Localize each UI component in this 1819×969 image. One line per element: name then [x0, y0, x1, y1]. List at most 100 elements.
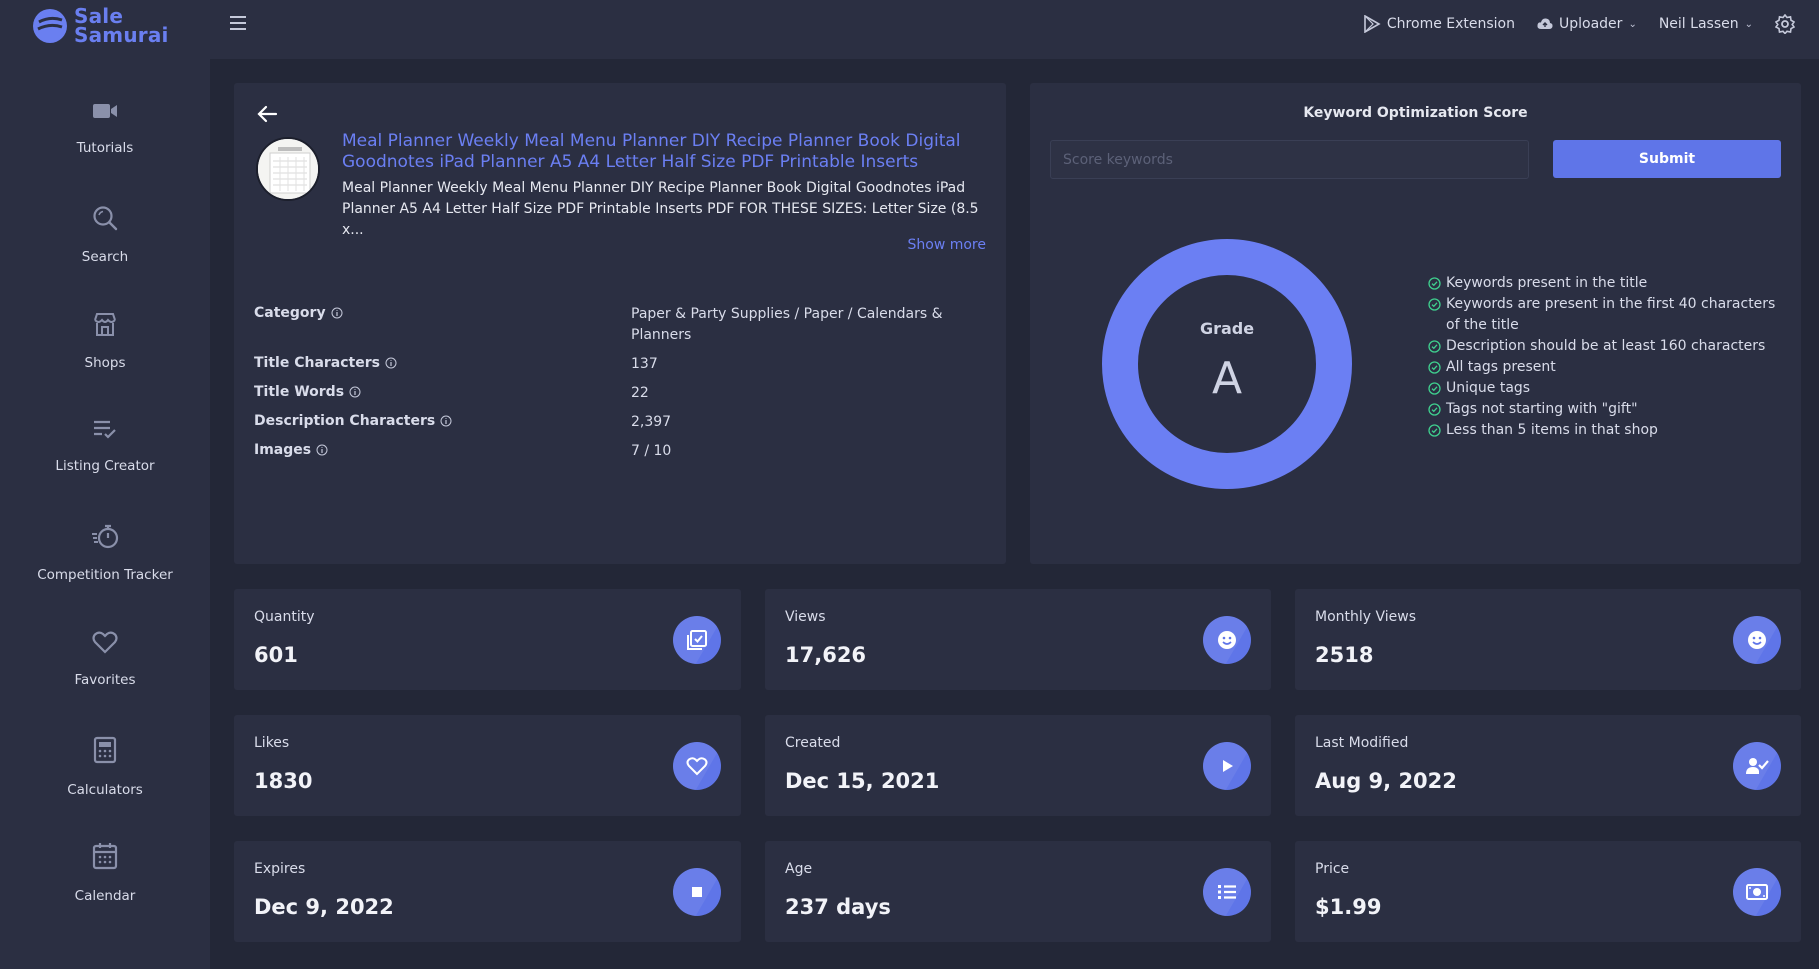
attr-value-title-characters: 137	[631, 356, 658, 372]
attr-value-category: Paper & Party Supplies / Paper / Calenda…	[631, 306, 943, 343]
sidebar-item-listing-creator[interactable]: Listing Creator	[0, 418, 210, 474]
list-check-icon	[94, 420, 116, 439]
sidebar-item-competition-tracker[interactable]: Competition Tracker	[0, 523, 210, 583]
checklist-text: Unique tags	[1446, 380, 1531, 396]
listing-thumbnail[interactable]	[256, 137, 320, 201]
stat-card-price: Price $1.99	[1295, 841, 1801, 942]
sidebar-item-label: Tutorials	[76, 140, 134, 156]
info-icon[interactable]	[440, 415, 452, 427]
chrome-extension-label: Chrome Extension	[1386, 16, 1515, 32]
uploader-label: Uploader	[1559, 16, 1623, 32]
chrome-extension-icon	[1364, 15, 1381, 33]
info-icon[interactable]	[385, 357, 397, 369]
checklist-item: Less than 5 items in that shop	[1428, 420, 1778, 441]
sidebar-item-favorites[interactable]: Favorites	[0, 630, 210, 688]
sidebar-item-label: Competition Tracker	[37, 567, 173, 583]
check-circle-icon	[1428, 424, 1441, 437]
info-icon[interactable]	[316, 444, 328, 456]
chevron-down-icon: ⌄	[1628, 18, 1637, 30]
sidebar-item-calculators[interactable]: Calculators	[0, 736, 210, 798]
checklist-icon	[673, 616, 721, 664]
stat-value: 2518	[1315, 643, 1374, 667]
stat-card-quantity: Quantity 601	[234, 589, 741, 690]
info-icon[interactable]	[331, 307, 343, 319]
stat-value: 17,626	[785, 643, 867, 667]
planner-thumbnail-image	[258, 139, 318, 199]
info-icon[interactable]	[349, 386, 361, 398]
stat-value: $1.99	[1315, 895, 1382, 919]
checklist-text: All tags present	[1446, 359, 1556, 375]
sidebar-item-calendar[interactable]: Calendar	[0, 842, 210, 904]
uploader-menu[interactable]: Uploader ⌄	[1537, 16, 1637, 32]
check-circle-icon	[1428, 361, 1441, 374]
store-icon	[94, 313, 116, 336]
checklist-item: Keywords present in the title	[1428, 273, 1778, 294]
sidebar-item-label: Search	[81, 249, 129, 265]
user-menu[interactable]: Neil Lassen ⌄	[1659, 16, 1753, 32]
attr-label-text: Description Characters	[254, 413, 436, 429]
checklist-text: Description should be at least 160 chara…	[1446, 338, 1766, 354]
stat-card-age: Age 237 days	[765, 841, 1271, 942]
sidebar-item-tutorials[interactable]: Tutorials	[0, 100, 210, 156]
stat-card-created: Created Dec 15, 2021	[765, 715, 1271, 816]
video-camera-icon	[93, 104, 117, 118]
stat-value: Dec 15, 2021	[785, 769, 940, 793]
stat-value: 237 days	[785, 895, 891, 919]
money-icon	[1733, 868, 1781, 916]
score-keywords-input[interactable]	[1050, 140, 1529, 179]
grade-value: A	[1211, 353, 1243, 404]
optimization-checklist: Keywords present in the title Keywords a…	[1428, 273, 1778, 441]
stat-label: Last Modified	[1315, 735, 1409, 751]
stat-card-views: Views 17,626	[765, 589, 1271, 690]
attr-value-images: 7 / 10	[631, 443, 672, 459]
checklist-item: Keywords are present in the first 40 cha…	[1428, 294, 1778, 336]
brand-line-1: Sale	[74, 4, 124, 28]
stat-label: Created	[785, 735, 841, 751]
attr-value-description-characters: 2,397	[631, 414, 672, 430]
stat-card-monthly-views: Monthly Views 2518	[1295, 589, 1801, 690]
back-arrow-icon[interactable]	[256, 105, 278, 123]
user-check-icon	[1733, 742, 1781, 790]
sidebar-item-label: Listing Creator	[55, 458, 155, 474]
heart-icon	[673, 742, 721, 790]
play-icon	[1203, 742, 1251, 790]
attr-label-text: Title Characters	[254, 355, 380, 371]
list-icon	[1203, 868, 1251, 916]
hamburger-menu-icon[interactable]	[228, 14, 248, 32]
top-bar: Chrome Extension Uploader ⌄ Neil Lassen …	[210, 0, 1819, 59]
gear-icon	[1775, 14, 1795, 34]
checklist-text: Keywords are present in the first 40 cha…	[1446, 296, 1776, 333]
checklist-text: Tags not starting with "gift"	[1446, 401, 1638, 417]
stat-value: 601	[254, 643, 298, 667]
chrome-extension-link[interactable]: Chrome Extension	[1363, 15, 1515, 33]
cloud-upload-icon	[1537, 18, 1553, 29]
stat-label: Quantity	[254, 609, 315, 625]
attr-label-description-characters: Description Characters	[254, 413, 452, 429]
show-more-link[interactable]: Show more	[907, 237, 987, 253]
stat-card-likes: Likes 1830	[234, 715, 741, 816]
check-circle-icon	[1428, 298, 1441, 311]
grade-donut-ring	[1102, 239, 1352, 489]
stat-value: 1830	[254, 769, 313, 793]
stopwatch-icon	[92, 524, 119, 549]
listing-title-link[interactable]: Meal Planner Weekly Meal Menu Planner DI…	[342, 131, 961, 172]
sidebar-item-shops[interactable]: Shops	[0, 311, 210, 371]
sidebar-item-label: Shops	[84, 355, 126, 371]
submit-button[interactable]: Submit	[1553, 140, 1781, 178]
stat-label: Age	[785, 861, 813, 877]
checklist-item: Tags not starting with "gift"	[1428, 399, 1778, 420]
checklist-item: Unique tags	[1428, 378, 1778, 399]
attr-label-images: Images	[254, 442, 328, 458]
brand-logo[interactable]: Sale Samurai	[32, 6, 169, 46]
attr-value-title-words: 22	[631, 385, 649, 401]
check-circle-icon	[1428, 340, 1441, 353]
attr-label-title-characters: Title Characters	[254, 355, 397, 371]
sidebar-item-search[interactable]: Search	[0, 205, 210, 265]
smiley-icon	[1733, 616, 1781, 664]
check-circle-icon	[1428, 277, 1441, 290]
settings-button[interactable]	[1775, 14, 1801, 34]
attr-label-title-words: Title Words	[254, 384, 361, 400]
sidebar-item-label: Favorites	[74, 672, 136, 688]
logo-mark-icon	[33, 9, 67, 43]
stat-card-expires: Expires Dec 9, 2022	[234, 841, 741, 942]
